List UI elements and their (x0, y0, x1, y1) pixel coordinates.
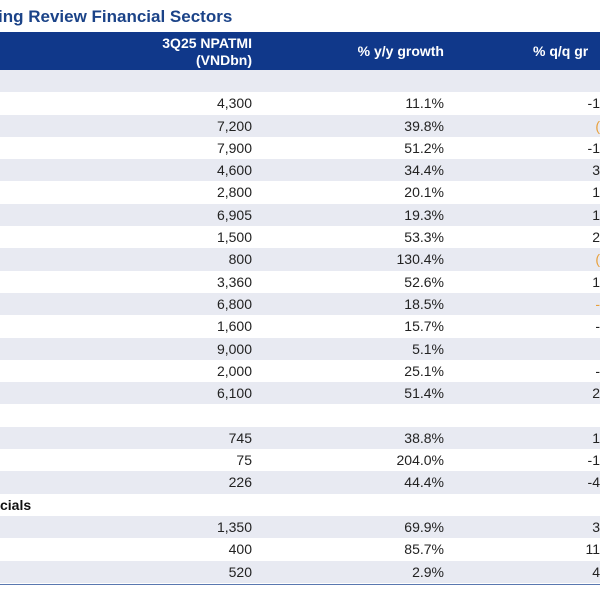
table-row: 520 2.9% 4 (0, 560, 600, 583)
cell-qq-growth: 1 (592, 273, 600, 290)
cell-yy-growth: 11.1% (405, 95, 444, 112)
cell-npatmi: 2,000 (216, 362, 252, 379)
cell-npatmi: 6,905 (216, 206, 252, 223)
cell-qq-growth: 1 (592, 429, 600, 446)
cell-npatmi: 6,100 (216, 385, 252, 402)
table-row: 1,350 69.9% 3 (0, 515, 600, 539)
cell-yy-growth: 15.7% (404, 318, 444, 335)
table-row: 7,200 39.8% ( (0, 114, 600, 137)
table-row: 2,000 25.1% - (0, 360, 600, 382)
cell-yy-growth: 69.9% (404, 518, 444, 535)
cell-yy-growth: 52.6% (404, 273, 444, 290)
cell-qq-growth: - (595, 362, 600, 379)
table-row: 75 204.0% -1 (0, 449, 600, 471)
cell-yy-growth: 39.8% (404, 117, 444, 134)
cell-npatmi: 2,800 (216, 184, 252, 201)
table-row: 2,800 20.1% 1 (0, 181, 600, 203)
header-qq-growth: % q/q gr (533, 43, 589, 59)
cell-qq-growth: 11 (585, 541, 600, 558)
table-row: 800 130.4% ( (0, 248, 600, 271)
cell-npatmi: 400 (228, 541, 252, 558)
section-label: cials (0, 496, 32, 513)
header-yy-growth: % y/y growth (357, 43, 444, 59)
cell-npatmi: 1,500 (216, 229, 252, 246)
cell-yy-growth: 18.5% (404, 295, 444, 312)
cell-yy-growth: 130.4% (396, 251, 444, 268)
cell-qq-growth: -1 (587, 452, 600, 469)
cell-qq-growth: 2 (592, 385, 600, 402)
cell-npatmi: 6,800 (216, 295, 252, 312)
cell-npatmi: 9,000 (216, 340, 252, 357)
cell-npatmi: 3,360 (216, 273, 252, 290)
cell-npatmi: 75 (236, 452, 252, 469)
header-npatmi-line1: 3Q25 NPATMI (162, 35, 252, 51)
cell-qq-growth: 3 (592, 162, 600, 179)
cell-npatmi: 4,600 (216, 162, 252, 179)
cell-npatmi: 1,600 (216, 318, 252, 335)
table-row: 3,360 52.6% 1 (0, 271, 600, 293)
table-body: 4,300 11.1% -1 7,200 39.8%(7,900 51.2% -1 4,600… (0, 70, 600, 583)
table-row: 1,600 15.7% - (0, 315, 600, 337)
table-row: 6,905 19.3% 1 (0, 203, 600, 227)
cell-qq-growth: -4 (587, 474, 600, 491)
table-row: 1,500 53.3% 2 (0, 226, 600, 248)
cell-qq-growth: 4 (592, 563, 600, 580)
cell-yy-growth: 25.1% (404, 362, 444, 379)
table-row: 745 38.8% 1 (0, 426, 600, 450)
table-row: 6,800 18.5% - (0, 292, 600, 316)
cell-yy-growth: 38.8% (404, 429, 444, 446)
table-row: 4,300 11.1% -1 (0, 92, 600, 114)
cell-npatmi: 800 (228, 251, 252, 268)
cell-npatmi: 1,350 (216, 518, 252, 535)
cell-qq-growth: 2 (592, 229, 600, 246)
table-header: 3Q25 NPATMI (VNDbn) % y/y growth % q/q g… (0, 32, 600, 70)
section-row (0, 404, 600, 426)
cell-yy-growth: 51.2% (404, 139, 444, 156)
table-row: 226 44.4% -4 (0, 471, 600, 494)
cell-qq-growth: -1 (587, 95, 600, 112)
cell-qq-growth: - (595, 295, 600, 312)
cell-yy-growth: 85.7% (404, 541, 444, 558)
cell-qq-growth: ( (595, 117, 600, 134)
cell-qq-growth: -1 (587, 139, 600, 156)
cell-npatmi: 7,900 (216, 139, 252, 156)
table-row: 4,600 34.4% 3 (0, 159, 600, 182)
table-row: 6,100 51.4% 2 (0, 382, 600, 405)
cell-yy-growth: 44.4% (404, 474, 444, 491)
section-row: cials (0, 494, 600, 516)
cell-yy-growth: 34.4% (404, 162, 444, 179)
cell-yy-growth: 5.1% (412, 340, 444, 357)
header-npatmi: 3Q25 NPATMI (VNDbn) (162, 35, 252, 69)
cell-npatmi: 226 (228, 474, 252, 491)
cell-yy-growth: 51.4% (404, 385, 444, 402)
cell-yy-growth: 19.3% (404, 206, 444, 223)
cell-yy-growth: 2.9% (412, 563, 444, 580)
table-row: 400 85.7% 11 (0, 538, 600, 560)
table-bottom-rule (0, 584, 600, 585)
table-row: 9,000 5.1% (0, 337, 600, 360)
cell-npatmi: 745 (228, 429, 252, 446)
section-row (0, 70, 600, 93)
cell-qq-growth: 3 (592, 518, 600, 535)
cell-npatmi: 4,300 (216, 95, 252, 112)
cell-npatmi: 7,200 (216, 117, 252, 134)
cell-yy-growth: 20.1% (404, 184, 444, 201)
cell-qq-growth: ( (595, 251, 600, 268)
cell-qq-growth: - (595, 318, 600, 335)
table-title: ing Review Financial Sectors (0, 7, 233, 26)
header-npatmi-line2: (VNDbn) (196, 52, 252, 68)
cell-yy-growth: 204.0% (396, 452, 444, 469)
cell-npatmi: 520 (228, 563, 252, 580)
table-row: 7,900 51.2% -1 (0, 137, 600, 159)
cell-qq-growth: 1 (592, 206, 600, 223)
cell-qq-growth: 1 (592, 184, 600, 201)
cell-yy-growth: 53.3% (404, 229, 444, 246)
